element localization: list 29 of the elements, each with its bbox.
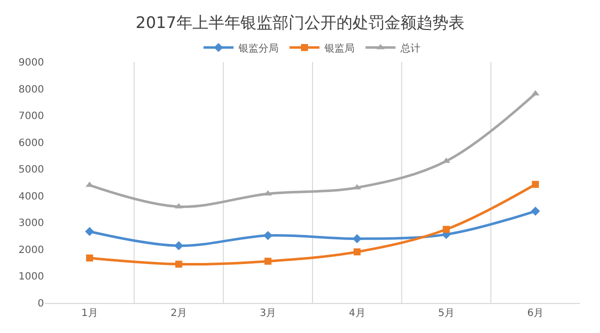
point — [264, 258, 272, 265]
y-tick-label: 2000 — [18, 244, 44, 256]
point — [532, 180, 539, 188]
y-tick-label: 4000 — [18, 191, 44, 202]
legend-label: 银监局 — [324, 42, 354, 54]
y-tick-label: 7000 — [18, 111, 44, 122]
point — [530, 206, 540, 216]
y-tick-label: 3000 — [18, 218, 44, 230]
y-tick-label: 6000 — [18, 138, 44, 149]
x-tick-label: 5月 — [438, 308, 454, 319]
point — [442, 226, 450, 233]
point — [354, 248, 361, 256]
y-tick-label: 1000 — [18, 272, 44, 283]
point — [86, 254, 94, 262]
x-tick-label: 2月 — [170, 308, 187, 319]
x-tick-label: 3月 — [260, 308, 276, 319]
x-tick-label: 6月 — [527, 308, 544, 319]
y-tick-label: 0 — [38, 298, 44, 310]
y-tick-label: 8000 — [18, 84, 44, 96]
point — [263, 230, 272, 240]
chart-title: 2017年上半年银监部门公开的处罚金额趋势表 — [136, 12, 464, 32]
legend-label: 总计 — [400, 42, 420, 54]
y-tick-label: 9000 — [18, 58, 44, 68]
y-tick-label: 5000 — [18, 164, 44, 176]
point — [175, 260, 182, 268]
point — [85, 226, 94, 236]
legend-label: 银监分局 — [238, 42, 278, 54]
x-tick-label: 4月 — [348, 308, 366, 319]
x-tick-label: 1月 — [81, 308, 98, 319]
